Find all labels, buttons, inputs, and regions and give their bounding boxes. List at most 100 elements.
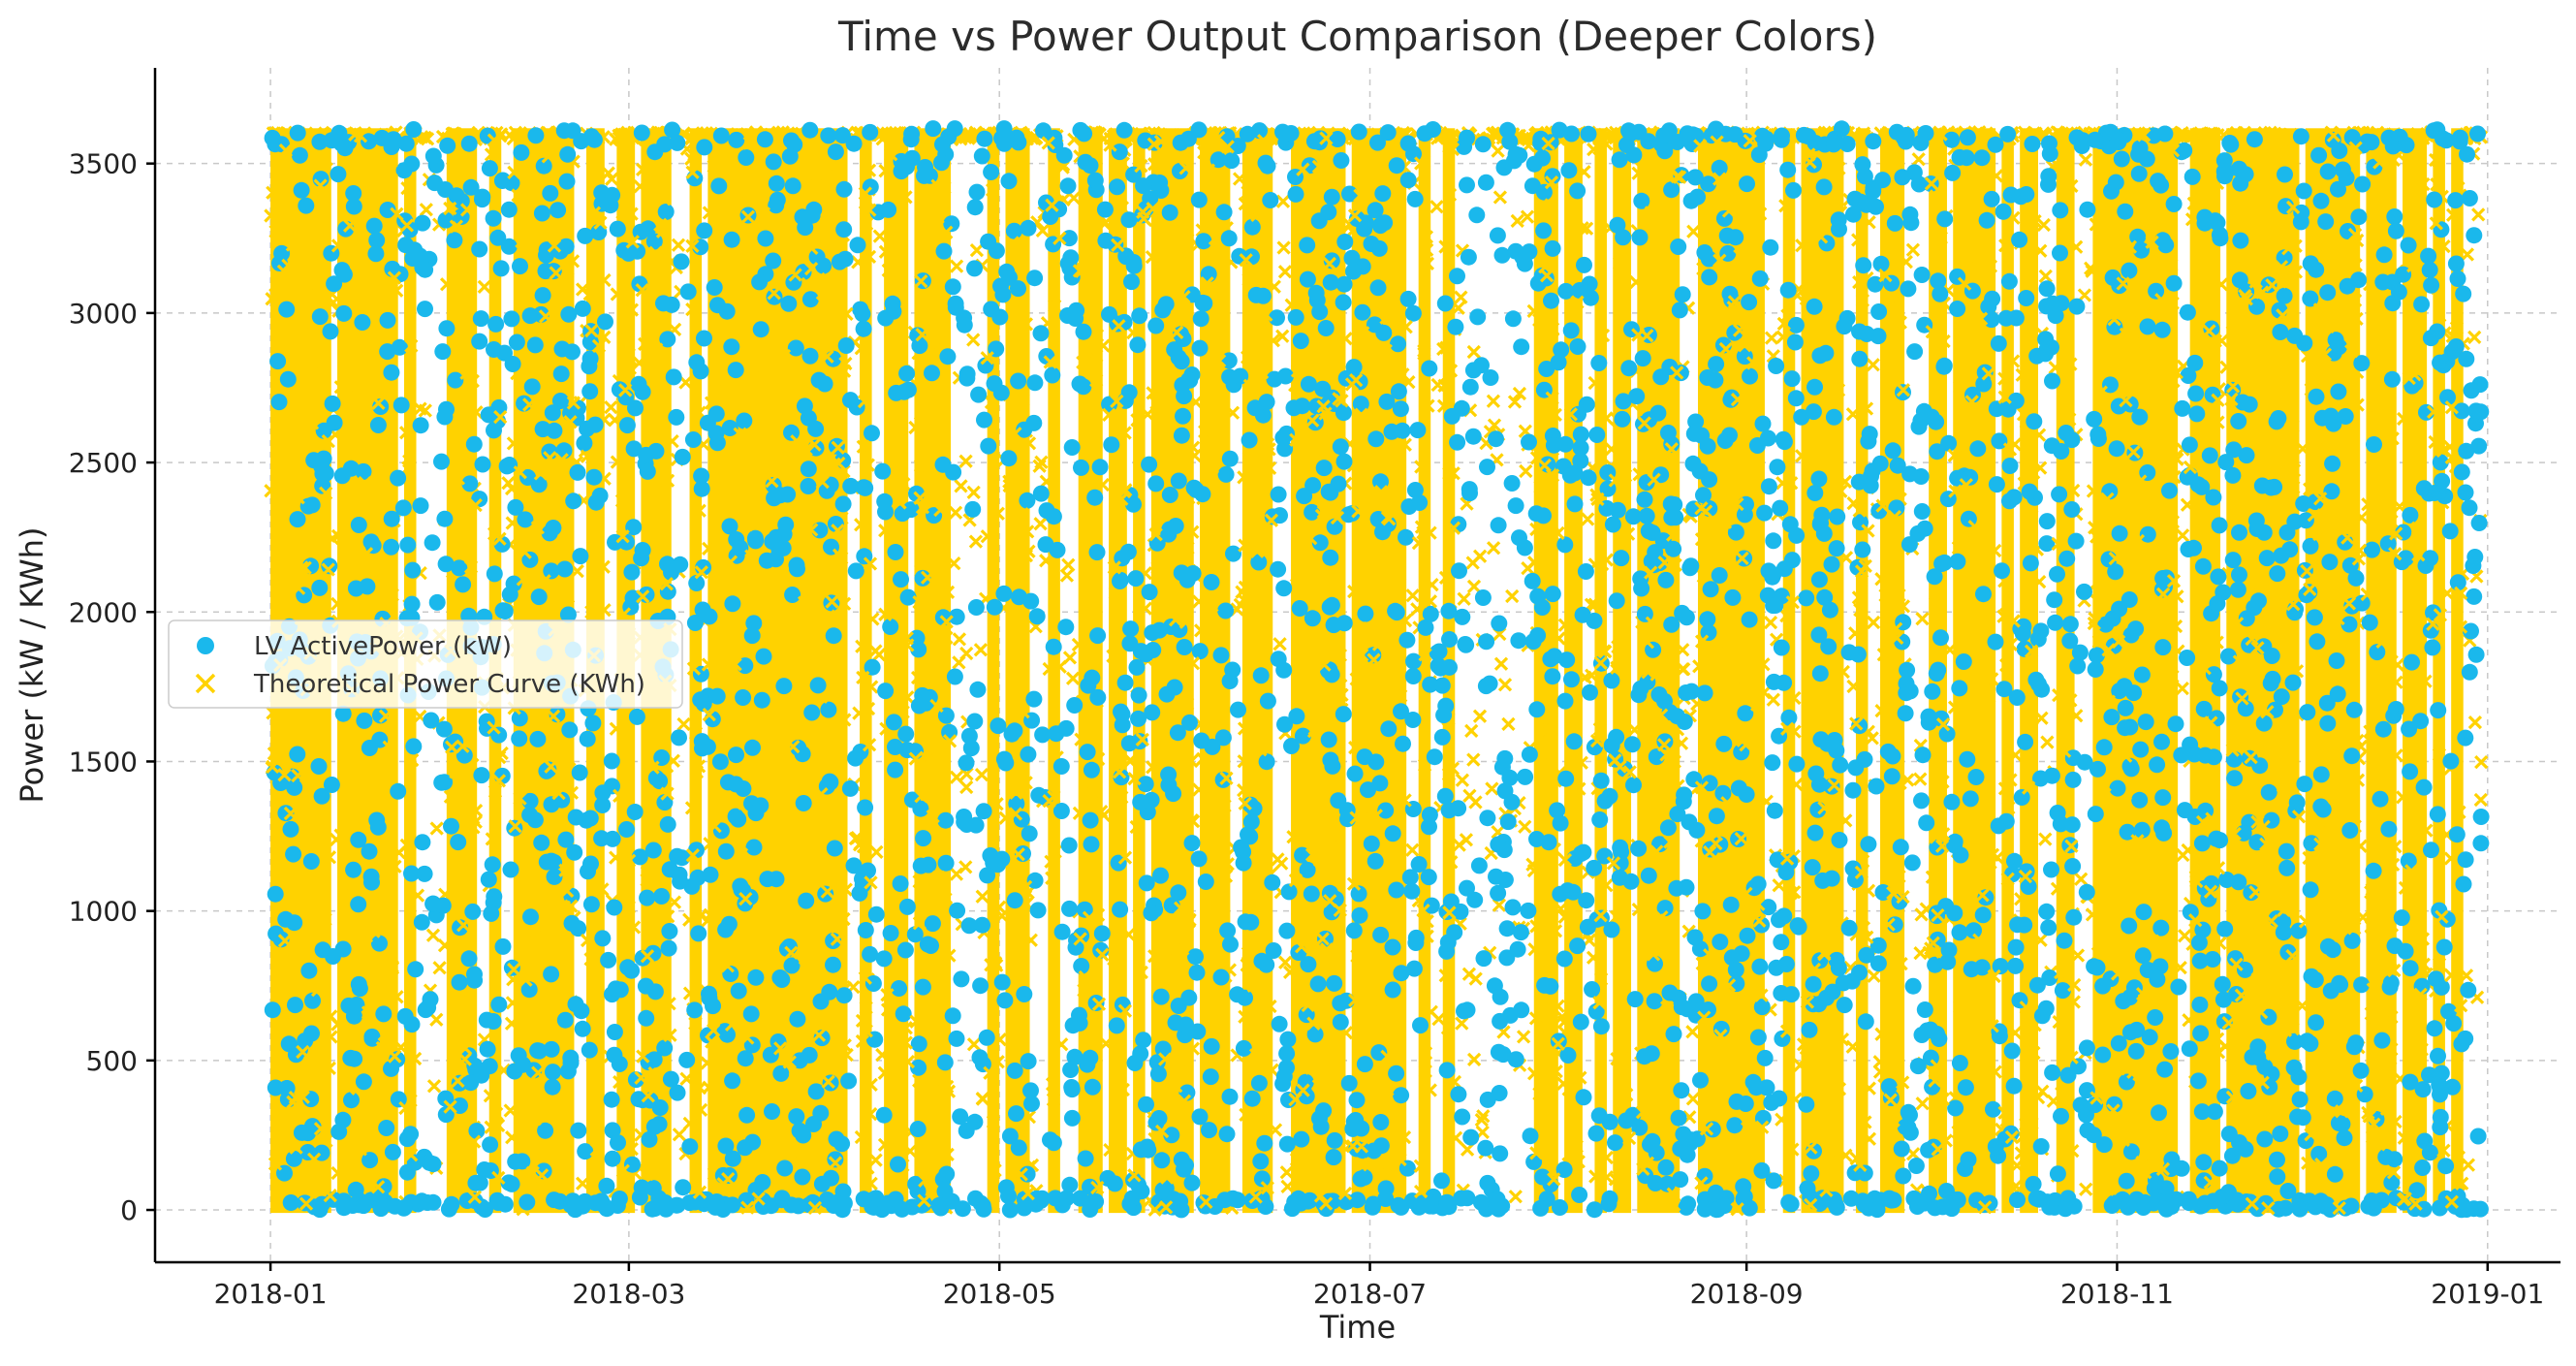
active-point — [1544, 239, 1561, 257]
active-point — [1438, 1193, 1456, 1211]
active-point — [368, 232, 386, 249]
active-point — [1707, 371, 1724, 389]
active-point — [1477, 174, 1494, 191]
active-point — [1183, 1174, 1201, 1191]
active-point — [1154, 1040, 1172, 1058]
active-point — [1394, 422, 1411, 439]
active-point — [1217, 465, 1235, 483]
active-point — [471, 333, 488, 350]
active-point — [2386, 937, 2403, 955]
active-point — [406, 1154, 424, 1171]
active-point — [647, 442, 665, 460]
active-point — [1178, 1157, 1194, 1174]
active-point — [693, 467, 710, 485]
active-point — [1278, 1045, 1296, 1063]
active-point — [924, 365, 940, 382]
active-point — [611, 1056, 628, 1072]
active-point — [1759, 429, 1776, 447]
active-point — [2331, 143, 2348, 159]
active-point — [1667, 509, 1684, 526]
active-point — [1712, 934, 1729, 950]
active-point — [692, 363, 709, 380]
active-point — [1454, 1108, 1471, 1126]
active-point — [1403, 882, 1421, 900]
active-point — [1350, 123, 1367, 141]
active-point — [815, 257, 832, 274]
active-point — [507, 498, 524, 516]
active-point — [811, 522, 829, 539]
active-point — [1297, 1073, 1314, 1091]
active-point — [656, 136, 674, 153]
active-point — [854, 871, 870, 888]
active-point — [437, 211, 455, 229]
active-point — [2470, 437, 2488, 455]
active-point — [1914, 747, 1932, 764]
active-point — [2361, 614, 2378, 631]
active-point — [1783, 370, 1801, 388]
active-point — [489, 229, 507, 246]
active-point — [424, 147, 442, 165]
active-point — [1329, 131, 1346, 147]
active-point — [1673, 1082, 1690, 1099]
active-point — [1490, 1200, 1507, 1218]
active-point — [303, 496, 321, 514]
active-point — [1052, 758, 1070, 775]
active-point — [1631, 229, 1649, 246]
active-point — [1663, 181, 1681, 199]
active-point — [1504, 899, 1522, 916]
active-point — [1946, 905, 1963, 922]
active-point — [1801, 1021, 1818, 1038]
active-point — [788, 556, 805, 574]
active-point — [1582, 289, 1599, 306]
active-point — [1390, 383, 1407, 400]
active-point — [1572, 452, 1589, 469]
active-point — [1326, 1131, 1343, 1149]
active-point — [1985, 1100, 2001, 1118]
active-point — [2377, 1148, 2395, 1165]
active-point — [611, 1191, 628, 1207]
active-point — [365, 217, 383, 235]
active-point — [585, 468, 603, 486]
active-point — [1521, 746, 1538, 763]
active-point — [498, 458, 516, 475]
active-point — [1172, 163, 1188, 179]
active-point — [2330, 180, 2346, 198]
active-point — [1829, 508, 1846, 525]
active-point — [417, 301, 433, 318]
active-point — [2064, 771, 2082, 788]
active-point — [1015, 845, 1031, 862]
active-point — [390, 469, 407, 487]
active-point — [1907, 1158, 1925, 1174]
active-point — [561, 721, 579, 739]
active-point — [1910, 418, 1928, 435]
active-point — [1504, 310, 1522, 328]
active-point — [504, 356, 521, 372]
active-point — [1544, 586, 1561, 603]
active-point — [2341, 822, 2359, 839]
active-point — [1173, 427, 1190, 444]
active-point — [1813, 506, 1831, 524]
active-point — [1947, 1099, 1964, 1117]
active-point — [1735, 1178, 1752, 1195]
active-point — [433, 774, 451, 791]
active-point — [543, 1040, 560, 1058]
active-point — [323, 777, 340, 793]
active-point — [912, 800, 929, 817]
active-point — [1306, 1026, 1324, 1043]
active-point — [2022, 555, 2039, 572]
active-point — [2214, 975, 2231, 993]
active-point — [2157, 1180, 2175, 1197]
active-point — [1774, 1030, 1791, 1047]
active-point — [661, 861, 678, 878]
active-point — [2137, 714, 2154, 731]
active-point — [1638, 507, 1655, 524]
active-point — [693, 733, 710, 750]
active-point — [1299, 861, 1316, 878]
active-point — [2302, 537, 2319, 555]
active-point — [1491, 615, 1508, 632]
active-point — [2068, 298, 2086, 315]
active-point — [1963, 961, 1980, 978]
active-point — [1811, 347, 1829, 365]
active-point — [1393, 965, 1410, 982]
active-point — [1269, 309, 1285, 327]
